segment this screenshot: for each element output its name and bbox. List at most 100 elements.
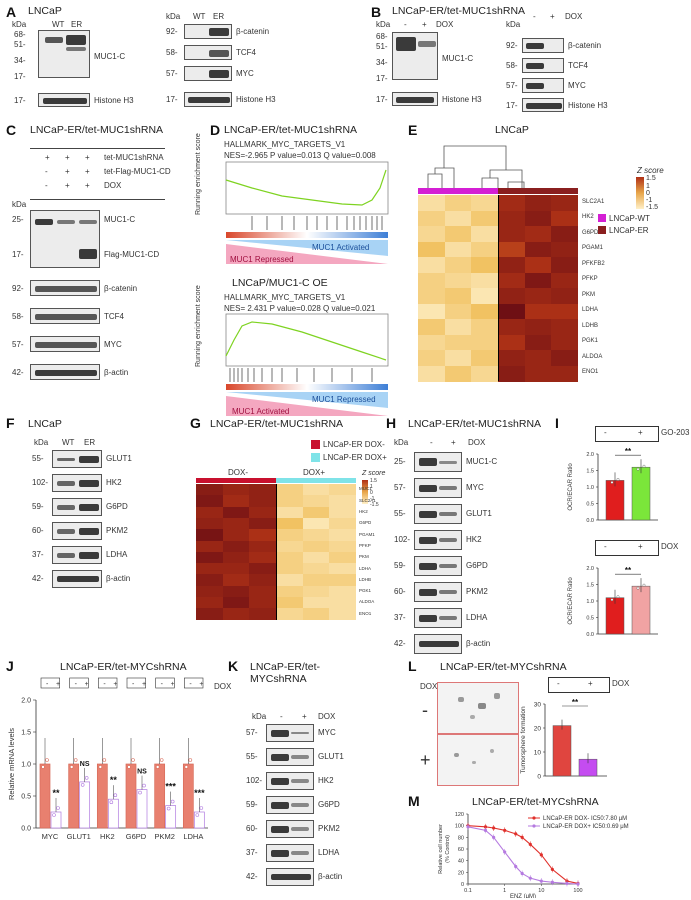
panel-b-label-bcat: β-catenin bbox=[568, 41, 602, 50]
panel-f-marker-0: 55- bbox=[32, 454, 44, 463]
panel-d-top-stats: NES=-2.965 P value=0.013 Q value=0.008 bbox=[224, 151, 376, 160]
panel-m-ytick: 120 bbox=[455, 812, 464, 818]
panel-e-heatmap-cell bbox=[444, 241, 472, 258]
panel-a-blot-myc bbox=[184, 66, 232, 81]
panel-e-heatmap-gene-label: HK2 bbox=[582, 214, 594, 221]
panel-g-heatmap-cell bbox=[249, 585, 277, 598]
panel-c-treatment-box bbox=[30, 148, 165, 200]
panel-m-xlabel: ENZ (μM) bbox=[510, 894, 536, 898]
panel-a-marker-34: 34- bbox=[14, 56, 26, 65]
panel-e-heatmap-cell bbox=[418, 257, 446, 273]
panel-j-xtick: MYC bbox=[42, 832, 59, 841]
panel-a-label-h3: Histone H3 bbox=[94, 96, 134, 105]
panel-k-marker-5: 37- bbox=[246, 848, 258, 857]
panel-h-kda: kDa bbox=[394, 438, 409, 447]
panel-b-right-marker-17: 17- bbox=[506, 101, 518, 110]
panel-g-heatmap-cell bbox=[302, 517, 330, 530]
panel-d-top-ylabel: Running enrichment score bbox=[195, 133, 202, 215]
panel-g-heatmap-cell bbox=[196, 597, 224, 609]
panel-c-row3-label: DOX bbox=[104, 181, 122, 190]
panel-c-title: LNCaP-ER/tet-MUC1shRNA bbox=[30, 124, 164, 136]
panel-f-title: LNCaP bbox=[28, 418, 62, 430]
panel-g-heatmap-cell bbox=[276, 506, 304, 519]
panel-g-heatmap-cell bbox=[329, 597, 357, 609]
panel-g-heatmap-cell bbox=[196, 529, 224, 541]
panel-m-ylabel-2: (% Control) bbox=[445, 835, 451, 863]
panel-k-title: LNCaP-ER/tet-MYCshRNA bbox=[250, 661, 321, 685]
panel-e-heatmap-cell bbox=[551, 319, 579, 335]
panel-e-heatmap-cell bbox=[444, 319, 472, 335]
panel-i-bottom-lane-plus: + bbox=[638, 542, 643, 551]
panel-d-bottom-ylabel: Running enrichment score bbox=[195, 285, 202, 367]
panel-h-protein-7: β-actin bbox=[466, 639, 491, 648]
panel-g-heatmap-cell bbox=[276, 517, 304, 530]
panel-g-heatmap-cell bbox=[196, 506, 224, 519]
panel-a-blot-muc1 bbox=[38, 30, 90, 78]
panel-i-bottom-ytick: 0.0 bbox=[586, 632, 594, 638]
panel-h-marker-5: 60- bbox=[394, 587, 406, 596]
panel-j-xtick: GLUT1 bbox=[67, 832, 91, 841]
panel-k-marker-3: 59- bbox=[246, 800, 258, 809]
panel-e-heatmap-cell bbox=[551, 288, 579, 304]
panel-g-heatmap-cell bbox=[222, 484, 250, 496]
panel-k-kda: kDa bbox=[252, 712, 267, 721]
panel-i-top-treat: GO-203 bbox=[661, 428, 690, 437]
panel-j-xtick: HK2 bbox=[100, 832, 115, 841]
panel-h-blot-7 bbox=[414, 634, 462, 654]
panel-l-title: LNCaP-ER/tet-MYCshRNA bbox=[440, 661, 567, 673]
panel-e-scale-4: -1 bbox=[646, 197, 653, 204]
panel-l-treat-right: DOX bbox=[612, 679, 630, 688]
panel-g-heatmap-cell bbox=[329, 540, 357, 553]
panel-m-ytick: 40 bbox=[458, 859, 464, 865]
panel-g-heatmap-cell bbox=[222, 563, 250, 575]
panel-g-heatmap-cell bbox=[249, 574, 277, 587]
panel-m-line-1 bbox=[467, 826, 579, 885]
panel-d-bottom-gsea-plot bbox=[225, 313, 389, 416]
panel-f-blot-2 bbox=[52, 498, 102, 516]
panel-i-top-box bbox=[595, 426, 659, 442]
panel-f-blot-0 bbox=[52, 450, 102, 468]
panel-h-blot-5 bbox=[414, 582, 462, 602]
panel-l-ytick: 0 bbox=[537, 774, 541, 781]
panel-e-heatmap-cell bbox=[498, 334, 526, 351]
panel-c-row1-label: tet-MUC1shRNA bbox=[104, 153, 164, 162]
panel-g-heatmap-cell bbox=[329, 495, 357, 508]
panel-h-blot-4 bbox=[414, 556, 462, 576]
panel-j-lane-box bbox=[98, 677, 118, 689]
panel-h-treat: DOX bbox=[468, 438, 486, 447]
panel-e-legend-er: LNCaP-ER bbox=[609, 226, 649, 235]
panel-g-group-bar-1 bbox=[196, 478, 276, 483]
panel-g-heatmap-gene-label: PFKP bbox=[359, 542, 371, 548]
panel-g-heatmap-gene-label: MUC1 bbox=[359, 486, 372, 492]
panel-g-heatmap-cell bbox=[222, 574, 250, 587]
panel-l-ylabel: Tumorsphere formation bbox=[520, 706, 527, 774]
panel-b-label-h3-right: Histone H3 bbox=[568, 101, 608, 110]
panel-b-label-muc1: MUC1-C bbox=[442, 54, 474, 63]
panel-b-label-myc: MYC bbox=[568, 81, 586, 90]
panel-c-blot-bcat bbox=[30, 280, 100, 296]
panel-m-ytick: 20 bbox=[458, 870, 464, 876]
panel-i-bottom-ytick: 1.0 bbox=[586, 599, 594, 605]
panel-i-bottom-bar-1 bbox=[631, 585, 651, 635]
panel-m-title: LNCaP-ER/tet-MYCshRNA bbox=[472, 796, 599, 808]
panel-l-ytick: 20 bbox=[534, 726, 542, 733]
panel-g-heatmap-gene-label: LDHB bbox=[359, 576, 372, 582]
panel-b-kda-right: kDa bbox=[506, 20, 521, 29]
panel-c-marker-25: 25- bbox=[12, 215, 24, 224]
panel-j-ytick: 2.0 bbox=[21, 698, 31, 705]
panel-e-scale-2: 1 bbox=[646, 183, 650, 190]
panel-e-heatmap-gene-label: PGAM1 bbox=[582, 245, 604, 252]
panel-g-heatmap-cell bbox=[196, 540, 224, 553]
panel-j-ytick: 0.5 bbox=[21, 794, 31, 801]
panel-e-heatmap-cell bbox=[444, 365, 472, 382]
panel-g-heatmap-cell bbox=[249, 506, 277, 519]
panel-e-heatmap-cell bbox=[498, 303, 526, 320]
panel-g-scale-5: -1.5 bbox=[370, 502, 379, 508]
panel-g-colorscale bbox=[362, 480, 368, 504]
panel-a-right-lane-wt: WT bbox=[193, 12, 206, 21]
panel-g-heatmap-cell bbox=[222, 597, 250, 609]
panel-a-marker-17b: 17- bbox=[14, 96, 26, 105]
panel-g-legend-1: LNCaP-ER DOX- bbox=[323, 440, 385, 449]
panel-letter-k: K bbox=[228, 658, 239, 674]
panel-g-scale-3: 0 bbox=[370, 490, 373, 496]
